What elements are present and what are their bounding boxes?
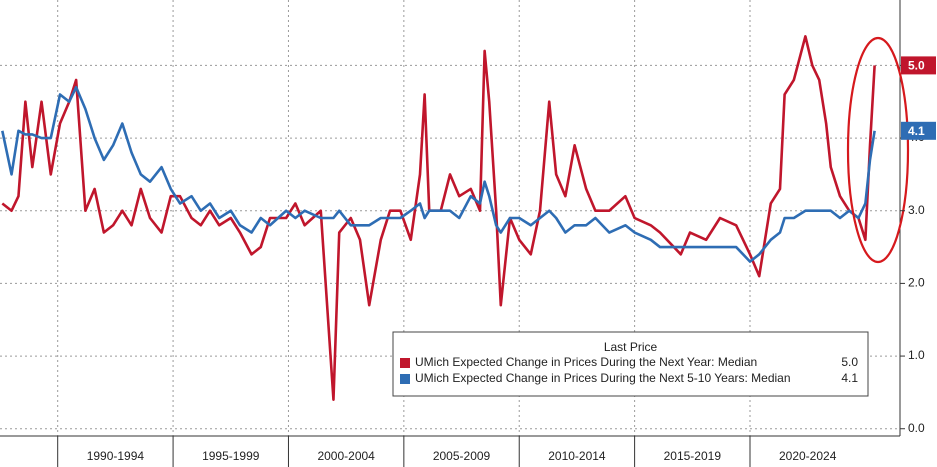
- legend-value: 4.1: [841, 371, 858, 385]
- x-tick-label: 2000-2004: [317, 449, 375, 463]
- y-tick-label: 2.0: [908, 276, 925, 290]
- x-tick-label: 2005-2009: [433, 449, 491, 463]
- last-price-badge: [901, 56, 936, 75]
- y-tick-label: 3.0: [908, 203, 925, 217]
- legend-swatch: [400, 374, 410, 384]
- axes: 0.01.02.03.04.05.01990-19941995-19992000…: [57, 56, 936, 467]
- x-tick-label: 1990-1994: [87, 449, 145, 463]
- x-tick-label: 2015-2019: [664, 449, 722, 463]
- lines: [1, 35, 876, 401]
- x-tick-label: 1995-1999: [202, 449, 260, 463]
- last-price-badge: [901, 121, 936, 140]
- x-tick-label: 2010-2014: [548, 449, 606, 463]
- legend-label: UMich Expected Change in Prices During t…: [415, 371, 791, 385]
- last-price-label: 5.0: [908, 59, 925, 73]
- y-tick-label: 0.0: [908, 421, 925, 435]
- y-tick-label: 1.0: [908, 348, 925, 362]
- legend-value: 5.0: [841, 355, 858, 369]
- legend-label: UMich Expected Change in Prices During t…: [415, 355, 757, 369]
- highlight-ellipse: [846, 36, 910, 264]
- series-line: [1, 85, 876, 263]
- last-price-label: 4.1: [908, 124, 925, 138]
- x-tick-label: 2020-2024: [779, 449, 837, 463]
- legend-swatch: [400, 358, 410, 368]
- legend-title: Last Price: [604, 340, 658, 354]
- legend-box: [392, 331, 869, 397]
